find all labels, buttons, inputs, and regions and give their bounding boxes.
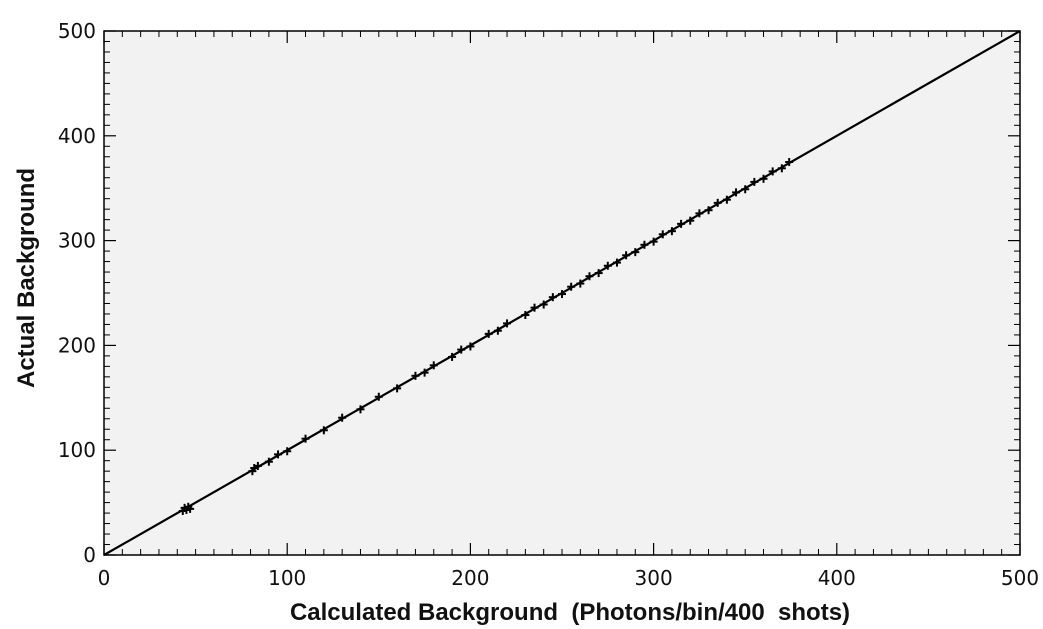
data-point (466, 342, 475, 351)
x-tick-label: 200 (451, 566, 489, 590)
data-point (695, 209, 704, 218)
x-axis-title: Calculated Background (Photons/bin/400 s… (290, 599, 850, 626)
data-point (493, 326, 502, 335)
data-point (750, 177, 759, 186)
x-tick-label: 400 (818, 566, 856, 590)
data-point (713, 198, 722, 207)
data-point (253, 461, 262, 470)
data-point (768, 167, 777, 176)
data-point (704, 206, 713, 215)
data-point (356, 405, 365, 414)
data-point (759, 174, 768, 183)
data-point (186, 504, 195, 513)
y-tick-label: 0 (83, 543, 96, 567)
data-point (429, 361, 438, 370)
data-point (530, 303, 539, 312)
data-point (484, 329, 493, 338)
data-point (677, 219, 686, 228)
x-tick-label: 300 (635, 566, 673, 590)
data-point (631, 248, 640, 257)
data-point (301, 434, 310, 443)
data-point (622, 251, 631, 260)
data-point (558, 290, 566, 299)
data-point (667, 227, 676, 236)
data-point (576, 279, 585, 288)
data-point (585, 272, 594, 281)
data-point (521, 311, 530, 320)
data-point (658, 230, 667, 239)
plot-frame (103, 30, 1021, 556)
data-point (283, 447, 292, 456)
data-point (274, 450, 283, 459)
data-point (612, 258, 621, 267)
x-tick-label: 100 (268, 566, 306, 590)
data-point (594, 269, 603, 278)
data-point (457, 345, 466, 354)
data-point (640, 240, 649, 249)
data-point (785, 158, 794, 166)
x-tick-label: 500 (1001, 566, 1039, 590)
y-tick-labels: 0 100 200 300 400 500 (58, 19, 96, 567)
data-point (338, 413, 347, 422)
data-point (374, 392, 383, 401)
x-tick-label: 0 (98, 566, 111, 590)
data-point (686, 216, 695, 225)
y-tick-label: 100 (58, 438, 96, 462)
data-point (649, 237, 658, 246)
data-point (393, 384, 402, 393)
data-point (411, 371, 420, 380)
data-point (264, 457, 273, 466)
data-point (420, 368, 429, 377)
data-point (777, 164, 786, 173)
data-point (503, 319, 512, 328)
data-point (319, 426, 328, 435)
data-point (603, 261, 612, 270)
y-axis-title: Actual Background (13, 168, 40, 388)
y-tick-label: 300 (58, 229, 96, 253)
data-point (732, 188, 741, 197)
data-point (741, 185, 750, 194)
x-tick-labels: 0 100 200 300 400 500 (98, 566, 1039, 590)
data-point (548, 293, 557, 302)
y-tick-label: 500 (58, 19, 96, 43)
minor-ticks (104, 31, 1020, 555)
y-tick-label: 200 (58, 333, 96, 357)
y-tick-label: 400 (58, 124, 96, 148)
data-point (448, 352, 457, 361)
data-points (178, 158, 794, 515)
data-point (722, 195, 731, 204)
data-point (567, 282, 576, 291)
data-point (539, 300, 548, 309)
